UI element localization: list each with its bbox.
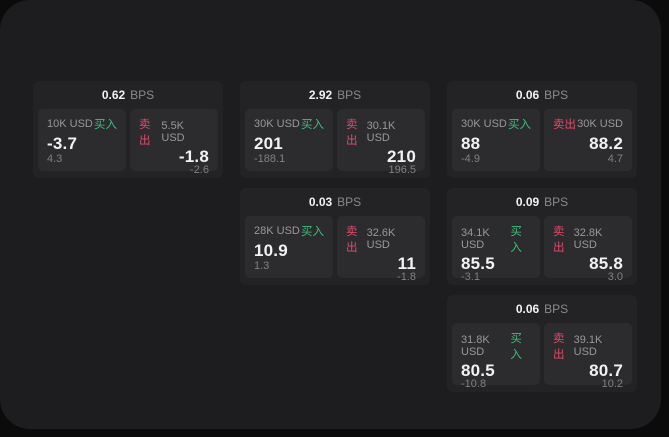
sell-amount: 32.6K USD [366,227,396,251]
bps-header: 0.09 BPS [447,188,637,216]
bps-value: 2.92 [308,88,333,102]
sell-side-label: 卖出 [553,119,576,131]
quote-card: 0.06 BPS 30K USD 买入 88 -4.9 卖出 30K USD 8… [447,81,637,178]
quote-card: 0.06 BPS 31.8K USD 买入 80.5 -10.8 卖出 39.1… [447,295,637,392]
bps-header: 0.06 BPS [447,81,637,109]
buy-amount: 10K USD [47,118,93,130]
sell-side-label: 卖出 [346,226,358,254]
buy-price: 201 [254,133,283,153]
sell-side-label: 卖出 [553,226,565,254]
bps-header: 0.03 BPS [240,188,430,216]
sell-quote-tile[interactable]: 卖出 5.5K USD -1.8 -2.6 [130,109,218,176]
buy-amount: 30K USD [254,118,300,130]
buy-side-label: 买入 [510,333,522,361]
sell-change: 196.5 [388,164,416,176]
buy-price: 80.5 [461,361,495,380]
buy-quote-tile[interactable]: 10K USD 买入 -3.7 4.3 [38,109,126,171]
sell-price: 88.2 [589,133,623,153]
buy-price: 88 [461,133,481,153]
sell-quote-tile[interactable]: 卖出 32.8K USD 85.8 3.0 [544,216,632,283]
sell-change: -1.8 [397,271,416,283]
buy-side-label: 买入 [510,226,522,254]
sell-price: 85.8 [589,254,623,273]
buy-amount: 31.8K USD [461,334,490,358]
sell-change: 3.0 [607,271,623,283]
bps-unit: BPS [337,88,362,102]
sell-quote-tile[interactable]: 卖出 32.6K USD 11 -1.8 [337,216,425,283]
sell-price: -1.8 [178,147,209,166]
buy-price: -3.7 [47,133,78,153]
app-panel: 0.62 BPS 10K USD 买入 -3.7 4.3 卖出 5.5K USD… [0,0,661,429]
sell-quote-tile[interactable]: 卖出 30K USD 88.2 4.7 [544,109,632,171]
bps-unit: BPS [544,302,569,316]
buy-quote-tile[interactable]: 31.8K USD 买入 80.5 -10.8 [452,323,540,390]
buy-change: 1.3 [254,260,270,272]
buy-quote-tile[interactable]: 34.1K USD 买入 85.5 -3.1 [452,216,540,283]
buy-quote-tile[interactable]: 30K USD 买入 88 -4.9 [452,109,540,171]
bps-value: 0.62 [101,88,126,102]
bps-unit: BPS [130,88,155,102]
sell-quote-tile[interactable]: 卖出 39.1K USD 80.7 10.2 [544,323,632,390]
sell-amount: 30K USD [577,118,623,130]
quote-card: 0.09 BPS 34.1K USD 买入 85.5 -3.1 卖出 32.8K… [447,188,637,285]
sell-price: 11 [397,254,416,273]
buy-quote-tile[interactable]: 30K USD 买入 201 -188.1 [245,109,333,171]
quote-card: 2.92 BPS 30K USD 买入 201 -188.1 卖出 30.1K … [240,81,430,178]
bps-unit: BPS [337,195,362,209]
buy-change: -188.1 [254,153,286,165]
bps-value: 0.06 [515,88,540,102]
sell-quote-tile[interactable]: 卖出 30.1K USD 210 196.5 [337,109,425,176]
bps-value: 0.09 [515,195,540,209]
quote-card: 0.03 BPS 28K USD 买入 10.9 1.3 卖出 32.6K US… [240,188,430,285]
sell-side-label: 卖出 [139,119,151,147]
bps-value: 0.03 [308,195,333,209]
buy-price: 85.5 [461,254,495,273]
buy-side-label: 买入 [94,119,117,131]
buy-change: -4.9 [461,153,480,165]
sell-amount: 30.1K USD [366,120,396,144]
buy-change: -3.1 [461,271,480,283]
buy-side-label: 买入 [301,226,324,238]
sell-side-label: 卖出 [346,119,358,147]
bps-unit: BPS [544,88,569,102]
quote-card: 0.62 BPS 10K USD 买入 -3.7 4.3 卖出 5.5K USD… [33,81,223,178]
bps-header: 2.92 BPS [240,81,430,109]
buy-side-label: 买入 [508,119,531,131]
buy-quote-tile[interactable]: 28K USD 买入 10.9 1.3 [245,216,333,278]
bps-header: 0.62 BPS [33,81,223,109]
sell-change: -2.6 [190,164,209,176]
buy-side-label: 买入 [301,119,324,131]
bps-header: 0.06 BPS [447,295,637,323]
buy-amount: 34.1K USD [461,227,490,251]
buy-price: 10.9 [254,240,288,260]
sell-amount: 39.1K USD [573,334,603,358]
buy-amount: 28K USD [254,225,300,237]
sell-side-label: 卖出 [553,333,565,361]
sell-amount: 5.5K USD [161,120,185,144]
bps-unit: BPS [544,195,569,209]
sell-change: 4.7 [607,153,623,165]
bps-value: 0.06 [515,302,540,316]
buy-change: -10.8 [461,378,487,390]
sell-amount: 32.8K USD [573,227,603,251]
buy-amount: 30K USD [461,118,507,130]
buy-change: 4.3 [47,153,63,165]
sell-price: 80.7 [589,361,623,380]
sell-price: 210 [387,147,416,166]
sell-change: 10.2 [601,378,623,390]
